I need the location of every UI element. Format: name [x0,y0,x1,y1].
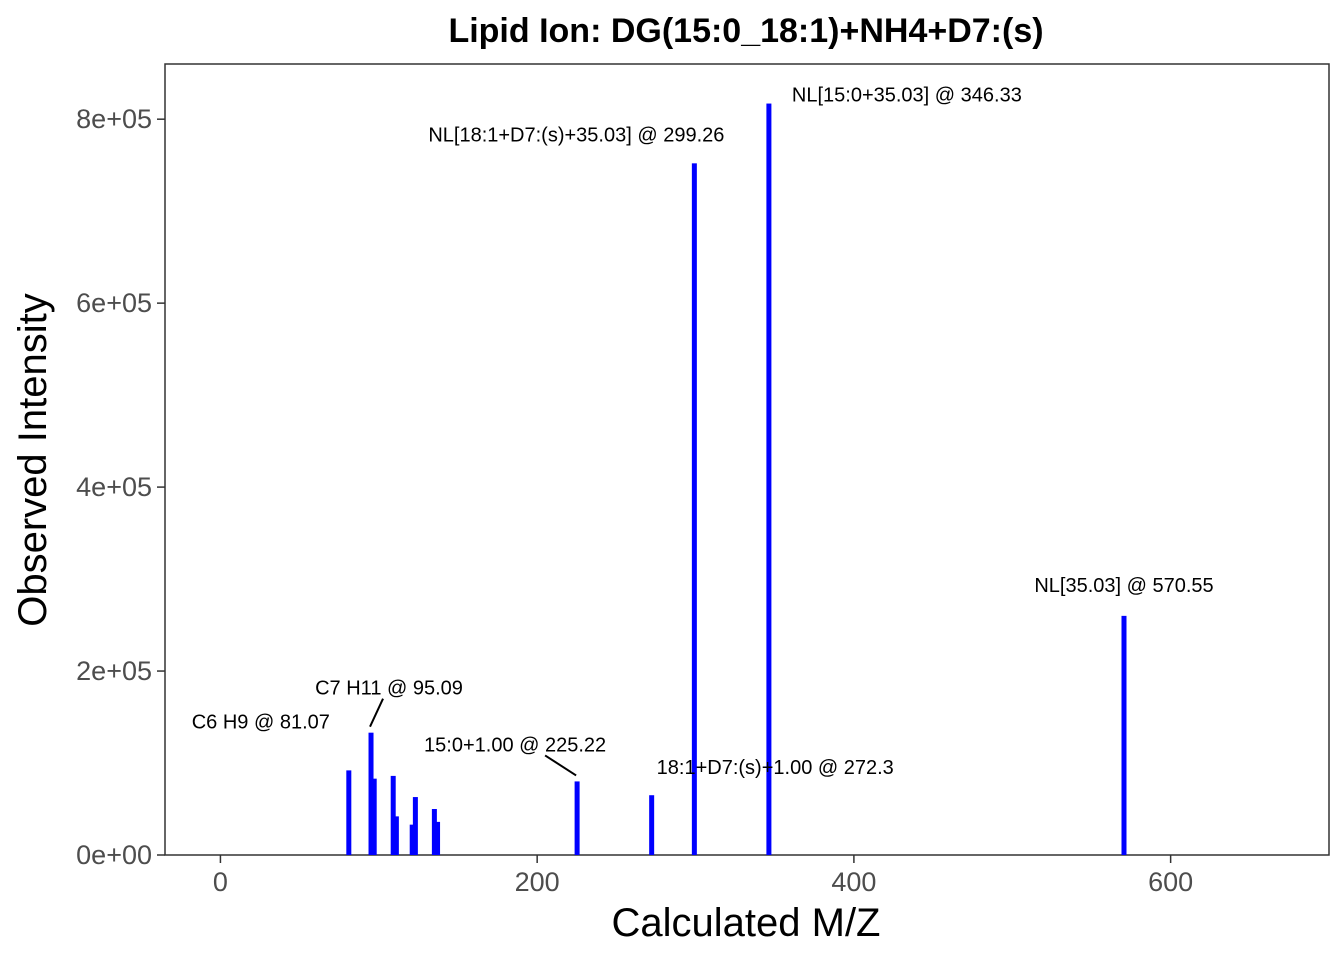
y-tick-label: 2e+05 [76,656,152,686]
x-axis-title: Calculated M/Z [612,901,881,945]
y-tick-label: 8e+05 [76,104,152,134]
peak-annotation: 18:1+D7:(s)+1.00 @ 272.3 [657,757,894,779]
peak-bar [412,797,418,855]
peak-bar [1121,615,1127,855]
annotation-leader-line [544,754,577,777]
y-tick-label: 4e+05 [76,472,152,502]
y-axis: 0e+00 2e+05 4e+05 6e+05 8e+05 [76,104,165,870]
x-tick-label: 0 [213,867,228,897]
peak-annotation: NL[18:1+D7:(s)+35.03] @ 299.26 [428,124,724,146]
peak-bar [390,775,396,855]
chart-title: Lipid Ion: DG(15:0_18:1)+NH4+D7:(s) [448,12,1043,50]
peak-bar [691,163,697,855]
y-axis-title: Observed Intensity [11,293,55,627]
peak-bar [393,816,399,855]
peak-bar [766,103,772,856]
peak-bar [435,821,441,855]
peak-labels: C6 H9 @ 81.07 C7 H11 @ 95.09 15:0+1.00 @ 2… [192,85,1214,780]
peak-bar [409,824,415,855]
x-tick-label: 400 [831,867,876,897]
peak-annotation: NL[15:0+35.03] @ 346.33 [792,85,1022,107]
peak-annotation: 15:0+1.00 @ 225.22 [424,734,606,756]
peak-bars [346,103,1127,856]
x-axis: 0 200 400 600 [213,855,1193,897]
peak-annotation: C7 H11 @ 95.09 [315,678,463,700]
annotation-leader-line [369,698,384,728]
peak-bar [368,732,374,855]
x-tick-label: 600 [1148,867,1193,897]
y-tick-label: 0e+00 [76,840,152,870]
plot-panel [164,63,1330,856]
peak-bar [431,809,437,855]
y-tick-label: 6e+05 [76,288,152,318]
peak-bar [346,770,352,855]
peak-annotation: C6 H9 @ 81.07 [192,711,330,733]
x-tick-label: 200 [515,867,560,897]
peak-bar [574,781,580,855]
peak-bar [649,795,655,855]
peak-bar [371,778,377,855]
peak-annotation: NL[35.03] @ 570.55 [1034,575,1213,597]
